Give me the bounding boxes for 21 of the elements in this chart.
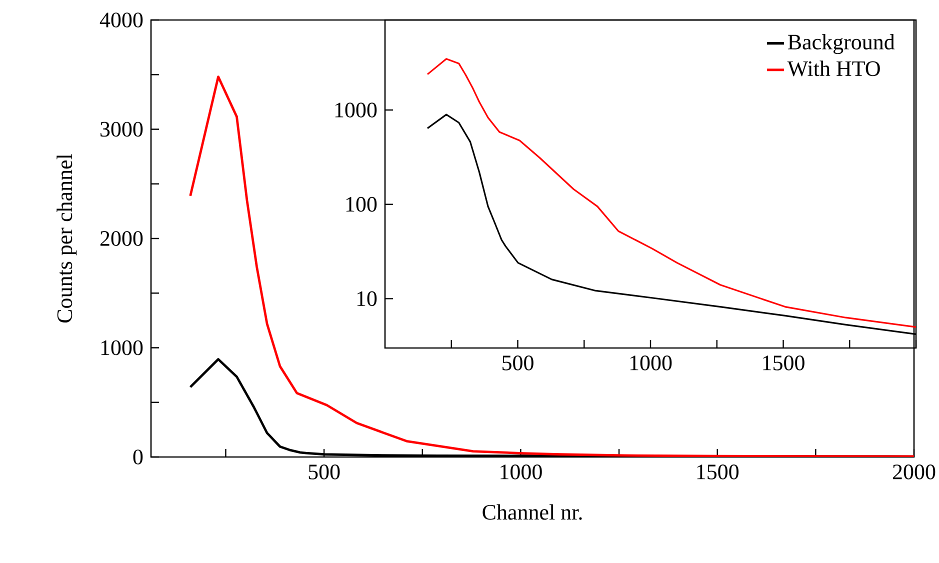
x-tick-label: 1000 — [630, 356, 672, 370]
y-tick-label: 4000 — [100, 12, 143, 28]
y-tick-label: 0 — [133, 450, 143, 464]
y-tick-label: 1000 — [101, 340, 143, 356]
x-tick-label: 500 — [502, 356, 534, 370]
legend-label: Background — [788, 34, 895, 54]
y-axis-title: Counts per channel — [56, 154, 77, 323]
x-tick-label: 1500 — [697, 464, 739, 480]
y-tick-label: 10 — [357, 291, 377, 306]
y-tick-label: 100 — [346, 196, 377, 212]
y-tick-label: 3000 — [100, 122, 143, 137]
y-tick-label: 1000 — [335, 102, 377, 118]
y-tick-label: 2000 — [100, 231, 143, 246]
x-tick-label: 500 — [308, 464, 340, 480]
x-tick-label: 1500 — [763, 356, 804, 370]
legend-label: With HTO — [787, 60, 880, 76]
line-series — [426, 58, 916, 328]
line-series — [189, 76, 914, 457]
x-axis-title: Channel nr. — [482, 504, 582, 520]
x-tick-label: 1000 — [500, 464, 542, 480]
x-tick-label: 2000 — [892, 464, 936, 480]
